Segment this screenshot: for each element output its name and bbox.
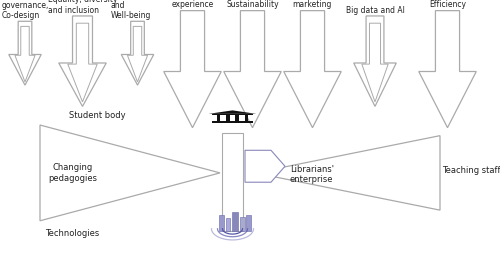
Polygon shape — [40, 125, 220, 221]
Polygon shape — [354, 16, 396, 106]
Polygon shape — [68, 23, 97, 102]
Text: Student body: Student body — [70, 111, 126, 120]
Text: Mental health
and
Well-being: Mental health and Well-being — [111, 0, 164, 20]
Polygon shape — [15, 26, 35, 82]
Text: Sustainability: Sustainability — [226, 0, 279, 9]
Bar — [246, 215, 251, 231]
Text: Student
experience: Student experience — [172, 0, 213, 9]
Text: Equality, diversity
and inclusion: Equality, diversity and inclusion — [48, 0, 117, 15]
Polygon shape — [9, 21, 41, 85]
Bar — [244, 115, 248, 123]
Polygon shape — [59, 16, 106, 106]
Text: Changing
pedagogies: Changing pedagogies — [48, 163, 97, 182]
Polygon shape — [362, 23, 388, 102]
Bar — [216, 115, 220, 123]
Text: Librarians'
enterprise: Librarians' enterprise — [290, 165, 334, 184]
Bar — [226, 218, 230, 231]
Polygon shape — [122, 21, 154, 85]
Text: Technologies: Technologies — [46, 229, 100, 238]
Polygon shape — [128, 26, 148, 82]
Polygon shape — [164, 11, 221, 128]
Polygon shape — [419, 11, 476, 128]
Bar — [236, 115, 239, 123]
Text: Teaching staff attitudes and skills: Teaching staff attitudes and skills — [442, 166, 500, 175]
Polygon shape — [224, 11, 281, 128]
Text: Big data and AI: Big data and AI — [346, 6, 405, 15]
Bar — [212, 121, 253, 123]
Polygon shape — [245, 150, 285, 182]
Bar — [240, 217, 244, 231]
Polygon shape — [208, 110, 256, 114]
Bar — [222, 133, 243, 231]
Polygon shape — [284, 11, 341, 128]
Bar — [212, 114, 253, 115]
Text: Efficiency: Efficiency — [429, 0, 466, 9]
Text: Student
governance,
Co-design: Student governance, Co-design — [2, 0, 48, 20]
Polygon shape — [255, 136, 440, 210]
Bar — [226, 115, 230, 123]
Bar — [232, 212, 238, 231]
Text: Brand and
marketing: Brand and marketing — [292, 0, 333, 9]
Bar — [219, 215, 224, 231]
